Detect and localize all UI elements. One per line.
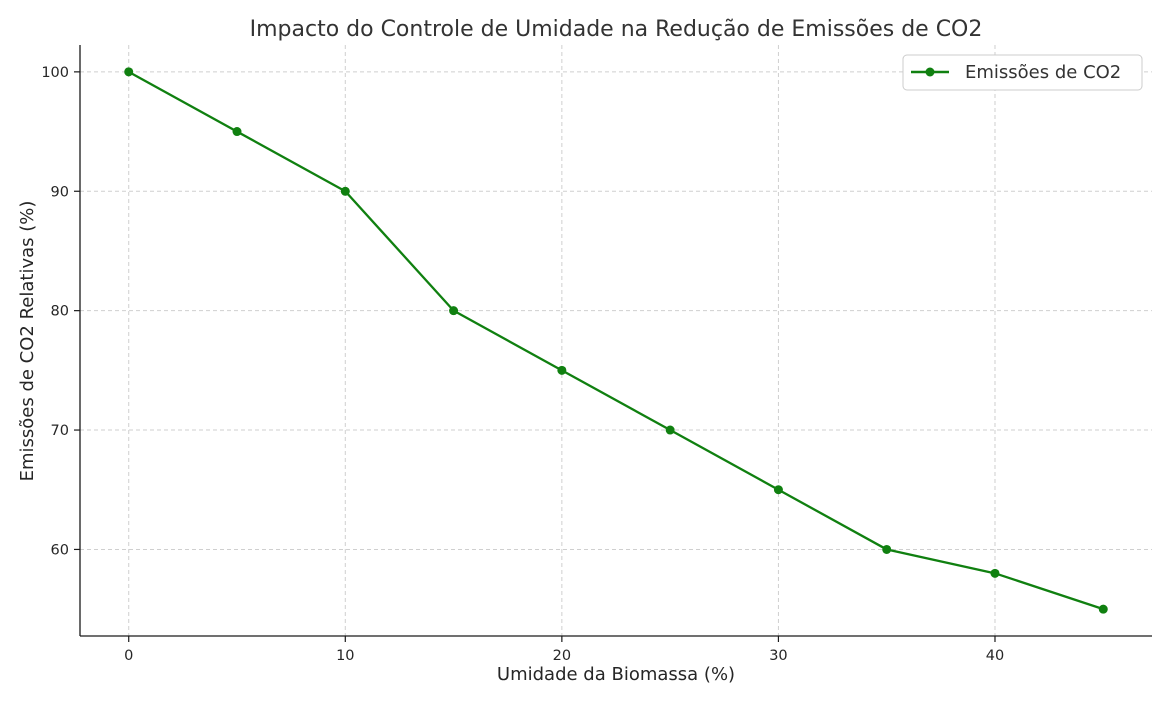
data-point (773, 485, 783, 495)
x-tick-label: 20 (553, 648, 571, 664)
y-tick-label: 60 (51, 542, 69, 558)
chart-title: Impacto do Controle de Umidade na Reduçã… (250, 17, 983, 42)
y-tick-label: 70 (51, 423, 69, 439)
legend: Emissões de CO2 (902, 54, 1143, 91)
data-point (232, 127, 242, 137)
axes (79, 45, 1152, 637)
data-point (557, 365, 567, 375)
y-axis-label: Emissões de CO2 Relativas (%) (17, 201, 38, 482)
series-line (127, 70, 1105, 611)
data-point (449, 306, 459, 316)
y-tick-label: 90 (51, 184, 69, 200)
series-layer (124, 67, 1108, 614)
x-tick-label: 30 (769, 648, 787, 664)
x-tick-label: 40 (986, 648, 1004, 664)
data-point (124, 67, 134, 77)
data-point (340, 186, 350, 196)
y-tick-label: 100 (41, 65, 69, 81)
grid-lines (80, 45, 1152, 636)
x-tick-label: 10 (336, 648, 354, 664)
legend-box (902, 54, 1143, 91)
data-point (990, 568, 1000, 578)
data-point (1098, 604, 1108, 614)
legend-label: Emissões de CO2 (965, 62, 1121, 83)
y-tick-label: 80 (51, 304, 69, 320)
tick-labels: 0 10 20 30 40 60 70 80 90 100 (41, 65, 1004, 664)
x-axis-label: Umidade da Biomassa (%) (497, 664, 735, 685)
data-point (665, 425, 675, 435)
legend-marker (925, 67, 935, 77)
data-point (882, 544, 892, 554)
x-tick-label: 0 (124, 648, 133, 664)
